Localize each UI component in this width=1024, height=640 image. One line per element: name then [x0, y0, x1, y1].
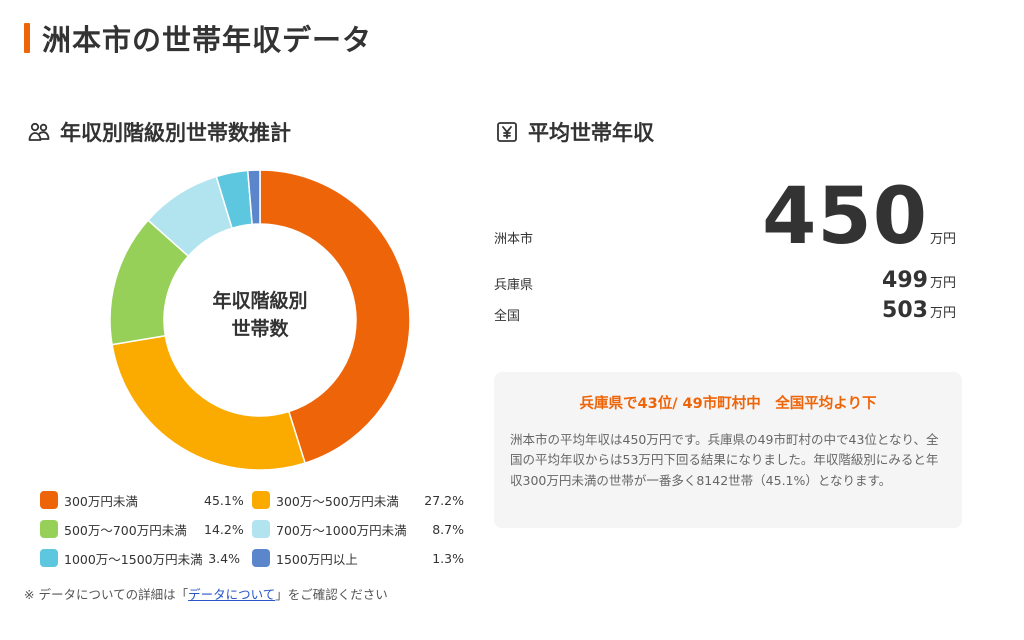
- income-value: 499 万円: [882, 270, 956, 292]
- footnote: ※ データについての詳細は「データについて」をご確認ください: [24, 584, 388, 603]
- summary-text: 洲本市の平均年収は450万円です。兵庫県の49市町村の中で43位となり、全国の平…: [510, 432, 939, 488]
- legend-value: 1.3%: [432, 550, 464, 566]
- legend-label: 1500万円以上: [276, 551, 358, 567]
- distribution-heading: 年収別階級別世帯数推計: [60, 121, 291, 145]
- national-average-value: 503: [882, 298, 928, 323]
- income-label: 全国: [494, 309, 521, 324]
- distribution-heading-block: 年収別階級別世帯数推計: [26, 117, 291, 147]
- legend-item: 1500万円以上 1.3%: [252, 545, 464, 571]
- legend-item: 700万～1000万円未満 8.7%: [252, 516, 464, 542]
- legend-item: 1000万～1500万円未満 3.4%: [40, 545, 252, 571]
- legend-swatch: [40, 549, 58, 567]
- page-title-block: 洲本市の世帯年収データ: [24, 18, 372, 58]
- legend-value: 14.2%: [204, 521, 244, 537]
- income-value: 503 万円: [882, 300, 956, 322]
- people-icon: [26, 119, 52, 145]
- legend-label: 1000万～1500万円未満: [64, 551, 203, 567]
- income-value: 450 万円: [762, 178, 956, 256]
- legend-item: 300万～500万円未満 27.2%: [252, 487, 464, 513]
- legend-value: 45.1%: [204, 492, 244, 508]
- legend-item: 300万円未満 45.1%: [40, 487, 252, 513]
- legend-swatch: [252, 520, 270, 538]
- donut-slice-6: [246, 169, 261, 226]
- income-unit: 万円: [929, 276, 956, 291]
- legend-label: 300万～500万円未満: [276, 493, 399, 509]
- prefecture-average-value: 499: [882, 268, 928, 293]
- donut-slice-2: [111, 334, 306, 471]
- legend-label: 500万～700万円未満: [64, 522, 187, 538]
- donut-center-line1: 年収階級別: [212, 290, 308, 312]
- title-accent-bar: [24, 23, 30, 53]
- legend-item: 500万～700万円未満 14.2%: [40, 516, 252, 542]
- summary-box: 兵庫県で43位/ 49市町村中 全国平均より下 洲本市の平均年収は450万円です…: [494, 372, 962, 528]
- legend-value: 8.7%: [432, 521, 464, 537]
- summary-title: 兵庫県で43位/ 49市町村中 全国平均より下: [579, 396, 877, 412]
- page-title: 洲本市の世帯年収データ: [42, 23, 373, 57]
- legend-label: 300万円未満: [64, 493, 138, 509]
- footnote-prefix: ※ データについての詳細は「: [24, 587, 189, 602]
- income-unit: 万円: [929, 232, 956, 247]
- income-label: 洲本市: [494, 232, 534, 247]
- legend-value: 3.4%: [208, 550, 240, 566]
- city-average-value: 450: [762, 172, 928, 262]
- average-heading: 平均世帯年収: [528, 121, 654, 145]
- legend-swatch: [252, 491, 270, 509]
- average-heading-block: 平均世帯年収: [494, 117, 654, 147]
- income-unit: 万円: [929, 306, 956, 321]
- footnote-suffix: 」をご確認ください: [275, 587, 388, 602]
- data-about-link[interactable]: データについて: [188, 587, 276, 602]
- donut-center-label: 年収階級別 世帯数: [190, 288, 330, 343]
- income-row-city: 洲本市 450 万円: [494, 172, 964, 256]
- income-row-prefecture: 兵庫県 499 万円: [494, 268, 964, 298]
- legend-label: 700万～1000万円未満: [276, 522, 407, 538]
- yen-icon: [494, 119, 520, 145]
- income-row-national: 全国 503 万円: [494, 298, 964, 328]
- legend-swatch: [40, 520, 58, 538]
- legend-value: 27.2%: [424, 492, 464, 508]
- chart-legend: 300万円未満 45.1% 300万～500万円未満 27.2% 500万～70…: [40, 487, 470, 571]
- income-label: 兵庫県: [494, 278, 534, 293]
- donut-slice-1: [259, 169, 411, 465]
- legend-swatch: [252, 549, 270, 567]
- legend-swatch: [40, 491, 58, 509]
- income-donut-chart: [109, 169, 411, 471]
- donut-center-line2: 世帯数: [231, 317, 289, 340]
